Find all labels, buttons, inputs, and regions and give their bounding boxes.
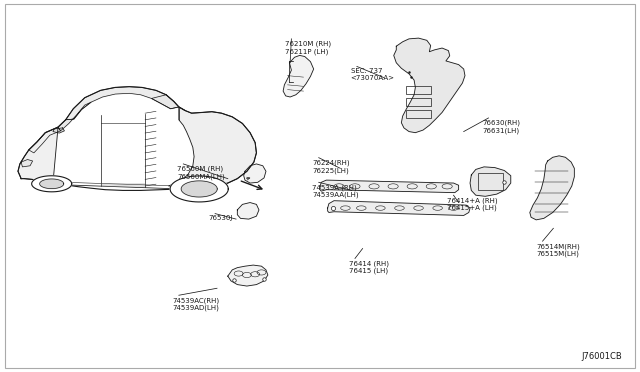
Polygon shape (18, 87, 257, 190)
Polygon shape (170, 176, 228, 202)
Polygon shape (244, 164, 266, 183)
Text: 74539AC(RH)
74539AD(LH): 74539AC(RH) 74539AD(LH) (173, 297, 220, 311)
Polygon shape (58, 102, 91, 131)
Text: 76560M (RH)
76560MA(LH): 76560M (RH) 76560MA(LH) (177, 166, 225, 180)
Polygon shape (66, 87, 179, 120)
Polygon shape (237, 202, 259, 219)
Text: 76630(RH)
76631(LH): 76630(RH) 76631(LH) (482, 120, 520, 134)
Text: SEC. 737
<73070AA>: SEC. 737 <73070AA> (351, 68, 394, 81)
Bar (406, 110, 431, 118)
Polygon shape (228, 265, 268, 286)
Polygon shape (394, 38, 465, 133)
Polygon shape (530, 156, 574, 220)
Polygon shape (328, 201, 470, 215)
Text: 76224(RH)
76225(LH): 76224(RH) 76225(LH) (312, 160, 350, 173)
Text: 76530J: 76530J (209, 215, 233, 221)
Polygon shape (53, 128, 65, 133)
Text: 76210M (RH)
76211P (LH): 76210M (RH) 76211P (LH) (285, 41, 331, 55)
Polygon shape (31, 176, 72, 192)
Polygon shape (21, 160, 33, 167)
Text: 76414+A (RH)
76415+A (LH): 76414+A (RH) 76415+A (LH) (447, 197, 498, 211)
Text: 76414 (RH)
76415 (LH): 76414 (RH) 76415 (LH) (349, 260, 388, 274)
Polygon shape (29, 127, 61, 153)
Polygon shape (470, 167, 511, 196)
Polygon shape (181, 181, 217, 197)
Text: 74539A (RH)
74539AA(LH): 74539A (RH) 74539AA(LH) (312, 184, 359, 198)
Polygon shape (169, 107, 257, 188)
Text: 76514M(RH)
76515M(LH): 76514M(RH) 76515M(LH) (536, 243, 580, 257)
Polygon shape (40, 179, 64, 189)
Text: J76001CB: J76001CB (581, 352, 622, 361)
Bar (406, 98, 431, 106)
Bar (477, 173, 503, 190)
Polygon shape (152, 95, 179, 109)
Bar (406, 86, 431, 94)
Polygon shape (18, 127, 58, 183)
Polygon shape (320, 180, 459, 193)
Polygon shape (283, 55, 314, 97)
